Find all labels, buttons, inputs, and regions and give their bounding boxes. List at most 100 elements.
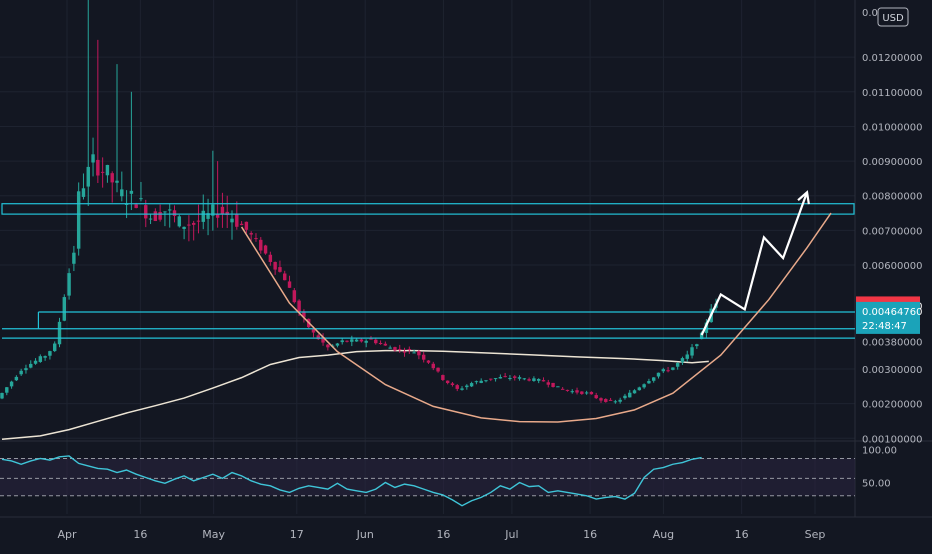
candle xyxy=(412,349,416,354)
candle xyxy=(584,390,589,395)
candle xyxy=(105,164,110,183)
candle xyxy=(86,0,90,206)
candle xyxy=(565,389,570,392)
time-tick-label: Aug xyxy=(653,528,674,541)
candle xyxy=(24,364,28,374)
candle xyxy=(383,341,388,346)
candle xyxy=(651,377,656,383)
candle xyxy=(517,375,522,381)
candle xyxy=(43,355,47,361)
candle xyxy=(115,64,119,193)
candle xyxy=(9,380,14,389)
candle xyxy=(91,137,95,177)
candle xyxy=(72,245,76,272)
candle xyxy=(393,346,397,352)
candle xyxy=(436,367,440,373)
candle xyxy=(182,226,186,240)
candle xyxy=(230,210,234,240)
candle xyxy=(594,392,598,400)
candle xyxy=(450,381,455,387)
candle xyxy=(469,381,474,388)
price-tick-label: 0.00600000 xyxy=(862,261,922,272)
candle xyxy=(168,203,172,228)
candle xyxy=(508,375,512,381)
time-tick-label: 16 xyxy=(436,528,450,541)
candle xyxy=(196,204,201,234)
candle xyxy=(465,384,469,390)
candle xyxy=(120,171,124,202)
grid xyxy=(0,0,932,518)
candle xyxy=(191,220,196,241)
price-tick-label-partial: 0.0 xyxy=(862,8,878,19)
candle xyxy=(503,372,507,378)
candle xyxy=(680,356,685,365)
candle xyxy=(628,389,632,398)
candle xyxy=(426,360,431,364)
candle xyxy=(484,380,488,383)
candle xyxy=(321,333,325,346)
levels-layer xyxy=(1,203,855,339)
time-tick-label: Sep xyxy=(805,528,826,541)
level-price-value: 0.00464760 xyxy=(862,307,922,318)
rsi-pane xyxy=(0,455,855,507)
candle xyxy=(647,378,651,384)
candle xyxy=(474,380,479,385)
candle xyxy=(489,378,493,382)
candle xyxy=(445,380,450,385)
candle xyxy=(556,386,560,388)
candle xyxy=(599,397,603,403)
level-price-label: 0.00464760 22:48:47 xyxy=(856,301,922,334)
drawings-layer xyxy=(240,190,832,423)
candle xyxy=(498,374,503,379)
candle xyxy=(158,204,162,222)
candle xyxy=(129,91,134,211)
candle xyxy=(19,368,23,376)
cup-curve xyxy=(240,212,832,423)
candles-layer xyxy=(0,0,718,404)
candle xyxy=(493,378,498,382)
candle xyxy=(263,244,268,255)
candle xyxy=(455,384,459,392)
rsi-tick-label: 100.00 xyxy=(862,445,897,456)
time-tick-label: 16 xyxy=(583,528,597,541)
candle xyxy=(656,372,661,379)
price-tick-label: 0.00900000 xyxy=(862,157,922,168)
time-tick-label: Jun xyxy=(356,528,374,541)
currency-badge[interactable]: USD xyxy=(877,7,909,27)
candle xyxy=(5,386,9,396)
candle xyxy=(685,350,689,362)
candle xyxy=(249,231,253,241)
candle xyxy=(618,397,622,404)
candle xyxy=(632,389,637,394)
price-tick-label: 0.01000000 xyxy=(862,122,922,133)
candle xyxy=(278,260,282,273)
candle xyxy=(239,221,244,226)
rsi-line xyxy=(1,455,702,507)
time-tick-label: 16 xyxy=(735,528,749,541)
candle xyxy=(187,215,191,242)
candle xyxy=(527,377,531,382)
candle xyxy=(76,182,81,256)
candle xyxy=(144,199,148,228)
candle xyxy=(139,181,143,202)
candle xyxy=(637,386,642,391)
candle xyxy=(110,171,114,203)
candle xyxy=(551,382,555,388)
candle xyxy=(690,344,694,359)
candle xyxy=(364,339,368,348)
candle xyxy=(96,39,100,183)
candle xyxy=(211,150,215,231)
candle xyxy=(100,157,105,188)
candle xyxy=(287,275,292,289)
candle xyxy=(532,376,536,382)
candle xyxy=(220,192,225,228)
projection-arrowhead xyxy=(797,190,810,205)
candle xyxy=(580,391,584,395)
candle xyxy=(536,378,541,384)
candle xyxy=(62,294,67,322)
candle xyxy=(546,379,550,388)
candle xyxy=(235,201,239,230)
candle xyxy=(326,343,330,351)
candle xyxy=(273,261,277,275)
time-tick-label: 16 xyxy=(133,528,147,541)
